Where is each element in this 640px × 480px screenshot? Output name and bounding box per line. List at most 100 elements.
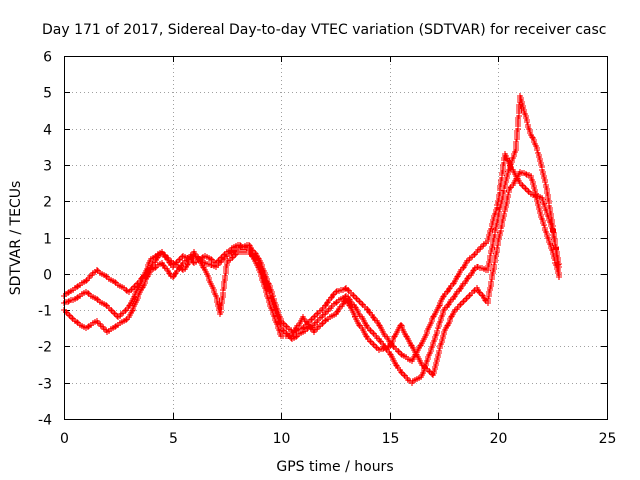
- data-point: [485, 296, 491, 302]
- data-point: [356, 298, 362, 304]
- data-point: [333, 300, 339, 306]
- data-point: [85, 290, 91, 296]
- data-point: [507, 185, 513, 191]
- data-point: [356, 322, 362, 328]
- data-point: [152, 265, 158, 271]
- data-point: [83, 278, 89, 284]
- data-point: [333, 289, 339, 295]
- data-point: [471, 288, 477, 294]
- y-tick-label: 4: [43, 123, 52, 139]
- plot-frame: [64, 56, 608, 420]
- data-point: [108, 307, 114, 313]
- chart-title: Day 171 of 2017, Sidereal Day-to-day VTE…: [42, 22, 606, 38]
- data-point: [501, 211, 507, 217]
- x-tick-label: 5: [169, 431, 178, 447]
- data-point: [66, 312, 72, 318]
- y-tick-label: 1: [43, 232, 52, 248]
- y-tick-label: 2: [43, 195, 52, 211]
- data-point: [522, 185, 528, 191]
- data-point: [350, 292, 356, 298]
- data-point: [218, 255, 224, 261]
- data-point: [208, 256, 214, 262]
- data-point: [542, 179, 548, 185]
- data-point: [436, 348, 442, 354]
- data-point: [487, 253, 493, 259]
- data-point: [111, 310, 117, 316]
- data-point: [463, 296, 469, 302]
- y-tick-label: 3: [43, 159, 52, 175]
- data-point: [460, 299, 466, 305]
- data-point: [308, 317, 314, 323]
- data-point: [215, 258, 221, 264]
- data-point: [367, 327, 373, 333]
- y-tick-label: -3: [38, 377, 52, 393]
- data-points: [61, 93, 562, 386]
- data-point: [494, 245, 500, 251]
- data-point: [103, 302, 109, 308]
- y-axis-label: SDTVAR / TECUs: [8, 181, 24, 296]
- x-tick-label: 25: [599, 431, 617, 447]
- x-tick-label: 0: [60, 431, 69, 447]
- data-point: [491, 262, 497, 268]
- data-point: [466, 293, 472, 299]
- y-tick-label: 5: [43, 86, 52, 102]
- data-point: [377, 338, 383, 344]
- data-point: [74, 319, 80, 325]
- data-point: [319, 321, 325, 327]
- data-point: [523, 171, 529, 177]
- data-point: [131, 294, 137, 300]
- data-point: [398, 369, 404, 375]
- data-point: [370, 330, 376, 336]
- data-point: [556, 274, 562, 280]
- data-point: [496, 209, 502, 215]
- data-point: [342, 286, 348, 292]
- data-point: [123, 317, 129, 323]
- data-point: [103, 273, 109, 279]
- y-tick-label: -4: [38, 413, 52, 429]
- data-point: [222, 273, 228, 279]
- x-tick-label: 15: [382, 431, 400, 447]
- data-point: [476, 289, 482, 295]
- data-point: [94, 267, 100, 273]
- data-point: [457, 302, 463, 308]
- data-point: [436, 303, 442, 309]
- data-point: [482, 297, 488, 303]
- data-point: [505, 192, 511, 198]
- data-point: [293, 334, 299, 340]
- data-point: [366, 309, 372, 315]
- data-point: [359, 301, 365, 307]
- data-point: [112, 279, 118, 285]
- data-point: [513, 139, 519, 145]
- data-point: [229, 255, 235, 261]
- data-point: [398, 322, 404, 328]
- x-tick-label: 10: [273, 431, 291, 447]
- data-point: [367, 338, 373, 344]
- y-tick-label: -2: [38, 340, 52, 356]
- y-tick-label: 0: [43, 268, 52, 284]
- data-point: [176, 257, 182, 263]
- data-point: [395, 348, 401, 354]
- data-point: [311, 314, 317, 320]
- data-point: [488, 279, 494, 285]
- data-point: [232, 252, 238, 258]
- data-point: [314, 311, 320, 317]
- data-point: [471, 252, 477, 258]
- data-point: [434, 328, 440, 334]
- data-point: [380, 346, 386, 352]
- data-point: [255, 264, 261, 270]
- data-point: [401, 372, 407, 378]
- data-point: [552, 242, 558, 248]
- data-point: [519, 182, 525, 188]
- data-point: [129, 308, 135, 314]
- data-point: [128, 287, 134, 293]
- data-point: [173, 260, 179, 266]
- y-tick-label: 6: [43, 50, 52, 66]
- data-point: [345, 287, 351, 293]
- data-point: [152, 254, 158, 260]
- data-point: [69, 315, 75, 321]
- data-point: [541, 222, 547, 228]
- data-point: [516, 102, 522, 108]
- x-axis-label: GPS time / hours: [276, 459, 393, 475]
